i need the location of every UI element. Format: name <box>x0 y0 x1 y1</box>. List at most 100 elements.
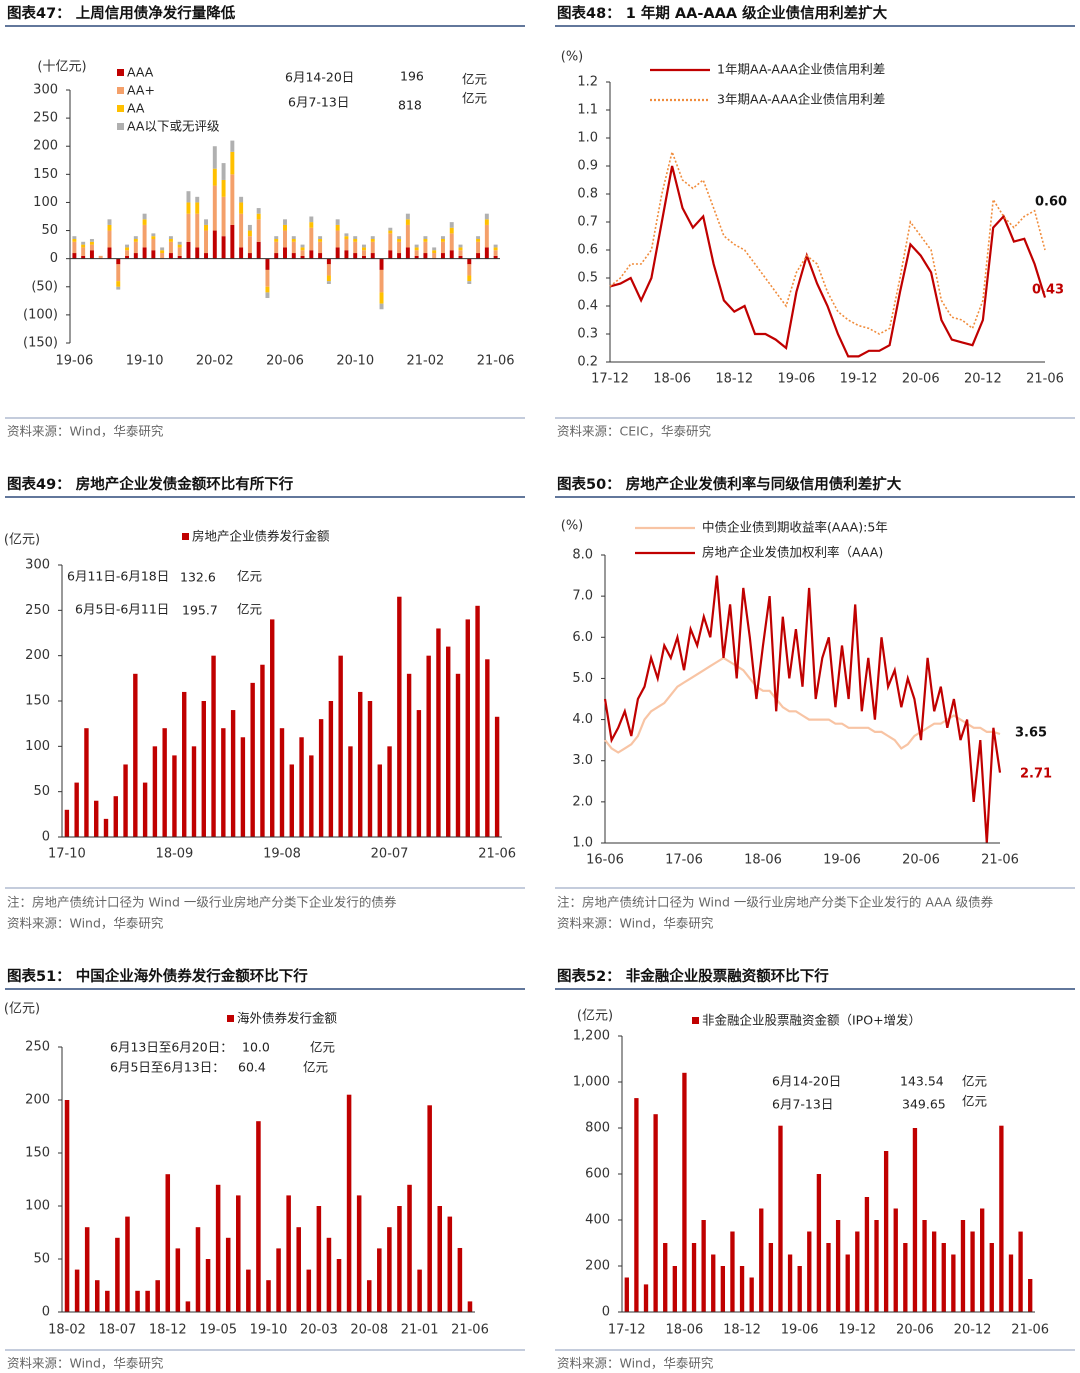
bar <box>300 250 305 256</box>
bar <box>405 219 410 225</box>
bar <box>338 655 343 837</box>
y-tick-label: 300 <box>33 83 58 98</box>
bar <box>423 253 428 259</box>
legend-label: 1年期AA-AAA企业债信用利差 <box>717 62 885 77</box>
x-tick-label: 18-12 <box>723 1323 761 1338</box>
x-tick-label: 20-06 <box>902 853 940 868</box>
bar <box>211 655 216 837</box>
bar <box>186 202 191 214</box>
y-tick-label: 100 <box>33 195 58 210</box>
bar <box>855 1231 860 1312</box>
bar <box>175 1248 181 1312</box>
bar <box>970 1231 975 1312</box>
chart-panel: 图表48： 1 年期 AA-AAA 级企业债信用利差扩大资料来源：CEIC，华泰… <box>555 4 1075 439</box>
y-tick-label: 0.2 <box>577 355 598 370</box>
bar <box>300 247 305 251</box>
bar <box>980 1208 985 1312</box>
x-tick-label: 20-06 <box>896 1323 934 1338</box>
bar <box>353 236 358 239</box>
x-tick-label: 17-10 <box>48 847 86 862</box>
bar <box>299 737 304 837</box>
bar <box>239 202 244 214</box>
legend-label: 3年期AA-AAA企业债信用利差 <box>717 92 885 107</box>
y-tick-label: 200 <box>33 139 58 154</box>
annotation: 0.60 <box>1035 195 1067 210</box>
bar <box>336 1259 342 1312</box>
bar <box>484 219 489 225</box>
bar <box>230 140 235 152</box>
x-tick-label: 19-10 <box>126 354 164 369</box>
bar <box>195 1227 201 1312</box>
bar <box>204 230 208 254</box>
y-tick-label: 150 <box>33 167 58 182</box>
annotation: 亿元 <box>310 1040 335 1055</box>
y-tick-label: 6.0 <box>572 630 593 645</box>
bar <box>204 219 208 225</box>
bar <box>653 1114 658 1312</box>
bar <box>172 755 177 837</box>
bar <box>64 1100 70 1312</box>
x-tick-label: 19-06 <box>781 1323 819 1338</box>
bar <box>256 219 261 242</box>
bar <box>749 1277 754 1312</box>
bar <box>353 241 358 254</box>
bar <box>458 244 463 248</box>
annotation: 0.43 <box>1032 283 1064 298</box>
chart-note: 注：房地产债统计口径为 Wind 一级行业房地产分类下企业发行的债券 <box>7 895 397 910</box>
x-tick-label: 18-06 <box>744 853 782 868</box>
chart-source: 资料来源：Wind，华泰研究 <box>7 916 164 931</box>
bar <box>81 241 86 245</box>
bar <box>195 196 200 203</box>
bar <box>691 1243 697 1312</box>
bar <box>407 1184 412 1312</box>
bar <box>370 241 375 254</box>
bar <box>212 146 217 169</box>
annotation: 亿元 <box>962 1094 987 1109</box>
x-tick-label: 18-07 <box>99 1323 137 1338</box>
bar <box>168 236 173 239</box>
annotation: 195.7 <box>182 603 218 618</box>
bar <box>458 250 463 256</box>
bar <box>283 219 287 225</box>
bar <box>797 1266 802 1312</box>
bar <box>168 238 173 242</box>
bar <box>316 1206 322 1312</box>
bar <box>256 1121 261 1312</box>
x-tick-label: 17-06 <box>665 853 703 868</box>
bar <box>204 224 208 231</box>
axis-unit: (亿元) <box>4 533 40 548</box>
bar <box>309 222 314 228</box>
chart-title: 图表49： 房地产企业发债金额环比有所下行 <box>7 475 294 493</box>
bar <box>388 230 393 234</box>
bar <box>205 1259 211 1312</box>
bar <box>265 269 270 287</box>
bar <box>89 238 94 242</box>
bar <box>397 1206 402 1312</box>
bar <box>142 247 147 259</box>
bar <box>283 230 287 248</box>
bar <box>417 1269 422 1312</box>
bar <box>133 238 138 242</box>
bar <box>133 673 138 837</box>
bar <box>186 213 191 242</box>
bar <box>318 241 323 254</box>
bar <box>874 1220 879 1312</box>
bar <box>455 673 461 837</box>
bar <box>151 236 156 239</box>
bar <box>484 247 489 259</box>
x-tick-label: 17-12 <box>608 1323 646 1338</box>
axis-unit: (亿元) <box>4 1002 40 1017</box>
bar <box>346 1094 352 1312</box>
bar <box>201 701 206 837</box>
legend-label: AA以下或无评级 <box>127 119 220 134</box>
bar <box>230 151 235 175</box>
bar <box>366 1280 372 1312</box>
y-tick-label: 5.0 <box>572 671 593 686</box>
y-tick-label: 0.9 <box>577 159 598 174</box>
bar <box>135 1290 140 1312</box>
annotation: 196 <box>400 69 424 84</box>
bar <box>449 250 454 259</box>
x-tick-label: 20-06 <box>902 372 940 387</box>
